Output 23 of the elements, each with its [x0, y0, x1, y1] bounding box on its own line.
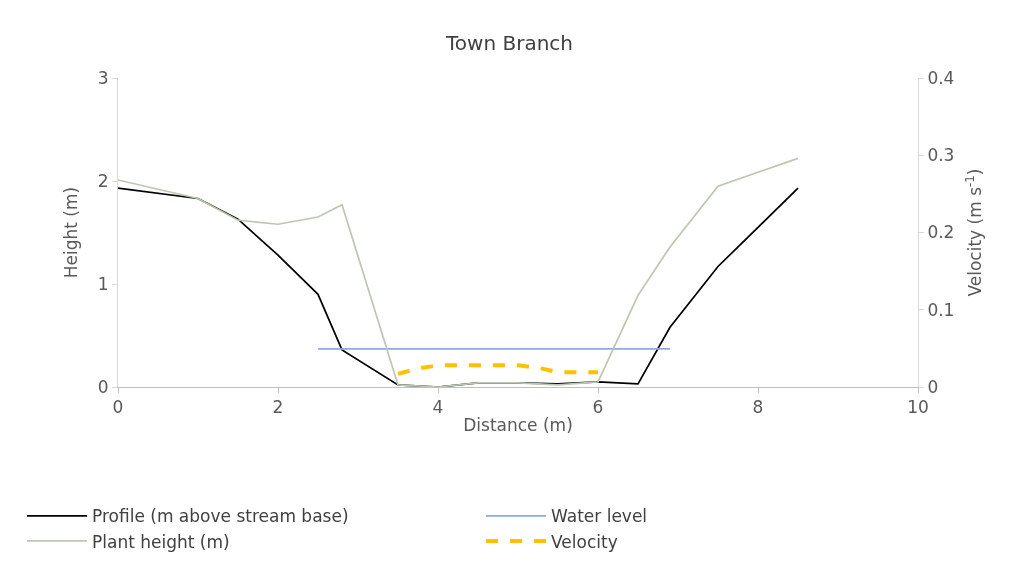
y2-tick-label: 0.1	[927, 299, 955, 320]
y-tick-label: 2	[97, 170, 109, 191]
line-series	[396, 363, 600, 376]
y-tick-label: 0	[97, 376, 109, 397]
x-axis-title: Distance (m)	[463, 414, 573, 435]
x-tick-label: 6	[592, 397, 604, 418]
legend-label: Plant height (m)	[92, 531, 230, 552]
y-tick-label: 1	[97, 273, 109, 294]
y2-tick-label: 0.3	[927, 145, 955, 166]
x-tick-label: 0	[112, 397, 124, 418]
x-tick-label: 8	[752, 397, 764, 418]
x-tick-label: 10	[907, 397, 929, 418]
legend-label: Velocity	[551, 531, 618, 552]
x-tick-label: 2	[272, 397, 284, 418]
y-tick-label: 3	[97, 67, 109, 88]
y2-tick-label: 0.4	[927, 67, 955, 88]
y-axis-title: Height (m)	[61, 186, 82, 279]
legend-label: Profile (m above stream base)	[92, 506, 349, 527]
legend-label: Water level	[551, 506, 648, 527]
y2-tick-label: 0.2	[927, 222, 955, 243]
chart-title: Town Branch	[445, 30, 573, 55]
x-tick-label: 4	[432, 397, 444, 418]
y2-tick-label: 0	[927, 376, 939, 397]
